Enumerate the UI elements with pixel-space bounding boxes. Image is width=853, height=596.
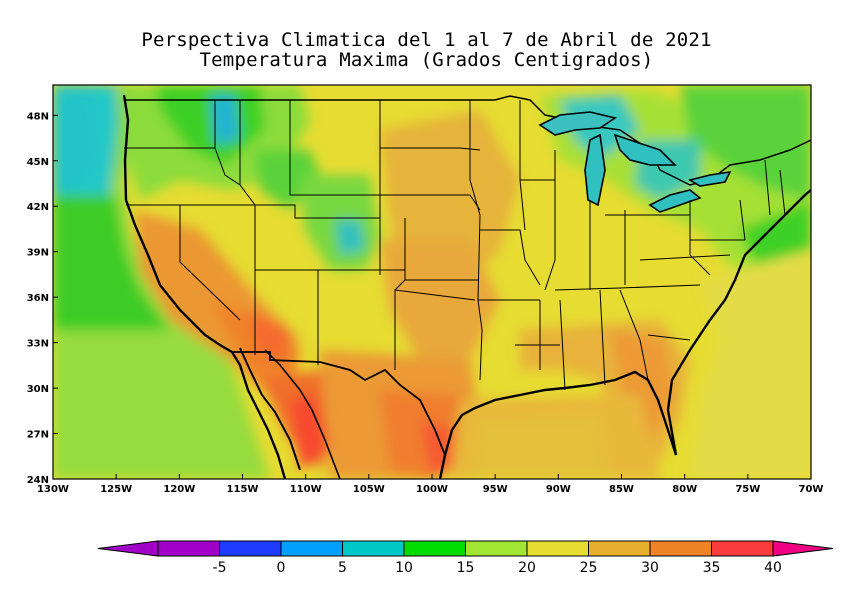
colorbar-label: 5 — [338, 560, 347, 576]
lon-tick-label: 105W — [353, 484, 385, 495]
lon-tick-label: 125W — [100, 484, 132, 495]
lon-tick-label: 115W — [227, 484, 259, 495]
lat-tick-label: 48N — [27, 111, 49, 122]
colorbar-segment — [588, 540, 651, 557]
lon-tick-label: 80W — [672, 484, 697, 495]
colorbar-segment — [157, 540, 220, 557]
colorbar-segment — [403, 540, 466, 557]
colorbar-label: 10 — [395, 560, 413, 576]
colorbar-label: 35 — [703, 560, 721, 576]
lon-tick-label: 85W — [609, 484, 634, 495]
lon-tick-label: 110W — [290, 484, 322, 495]
colorbar-segment — [526, 540, 589, 557]
lon-tick-label: 130W — [37, 484, 69, 495]
lon-tick-label: 100W — [416, 484, 448, 495]
temperature-field — [53, 85, 811, 479]
colorbar-label: -5 — [213, 560, 227, 576]
colorbar-label: 40 — [764, 560, 782, 576]
lat-tick-label: 36N — [27, 293, 49, 304]
chart-title-line1: Perspectiva Climatica del 1 al 7 de Abri… — [141, 29, 712, 51]
colorbar-label: 30 — [641, 560, 659, 576]
colorbar-label: 20 — [518, 560, 536, 576]
colorbar-segment — [465, 540, 528, 557]
colorbar-segment — [711, 540, 774, 557]
lat-tick-label: 39N — [27, 248, 49, 259]
lat-tick-label: 24N — [27, 475, 49, 486]
colorbar-segment — [280, 540, 343, 557]
colorbar-label: 25 — [580, 560, 598, 576]
lat-tick-label: 27N — [27, 430, 49, 441]
colorbar-label: 0 — [277, 560, 286, 576]
lat-tick-label: 33N — [27, 339, 49, 350]
lon-tick-label: 75W — [735, 484, 760, 495]
colorbar: -5 0 5 10 15 20 25 30 35 40 — [97, 540, 834, 576]
latitude-axis: 48N 45N 42N 39N 36N 33N 30N 27N 24N — [27, 111, 58, 486]
colorbar-over-arrow — [772, 540, 834, 557]
map-outlines — [122, 94, 811, 479]
lon-tick-label: 70W — [799, 484, 824, 495]
colorbar-segment — [342, 540, 405, 557]
lat-tick-label: 42N — [27, 202, 49, 213]
colorbar-segment — [649, 540, 712, 557]
lon-tick-label: 95W — [483, 484, 508, 495]
colorbar-segment — [219, 540, 282, 557]
lon-tick-label: 120W — [163, 484, 195, 495]
lon-tick-label: 90W — [546, 484, 571, 495]
lat-tick-label: 45N — [27, 157, 49, 168]
colorbar-under-arrow — [97, 540, 159, 557]
lat-tick-label: 30N — [27, 384, 49, 395]
chart-title-line2: Temperatura Maxima (Grados Centigrados) — [199, 49, 654, 71]
colorbar-label: 15 — [457, 560, 475, 576]
longitude-axis: 130W 125W 120W 115W 110W 105W 100W 95W 90W 85W 80W… — [37, 474, 823, 495]
